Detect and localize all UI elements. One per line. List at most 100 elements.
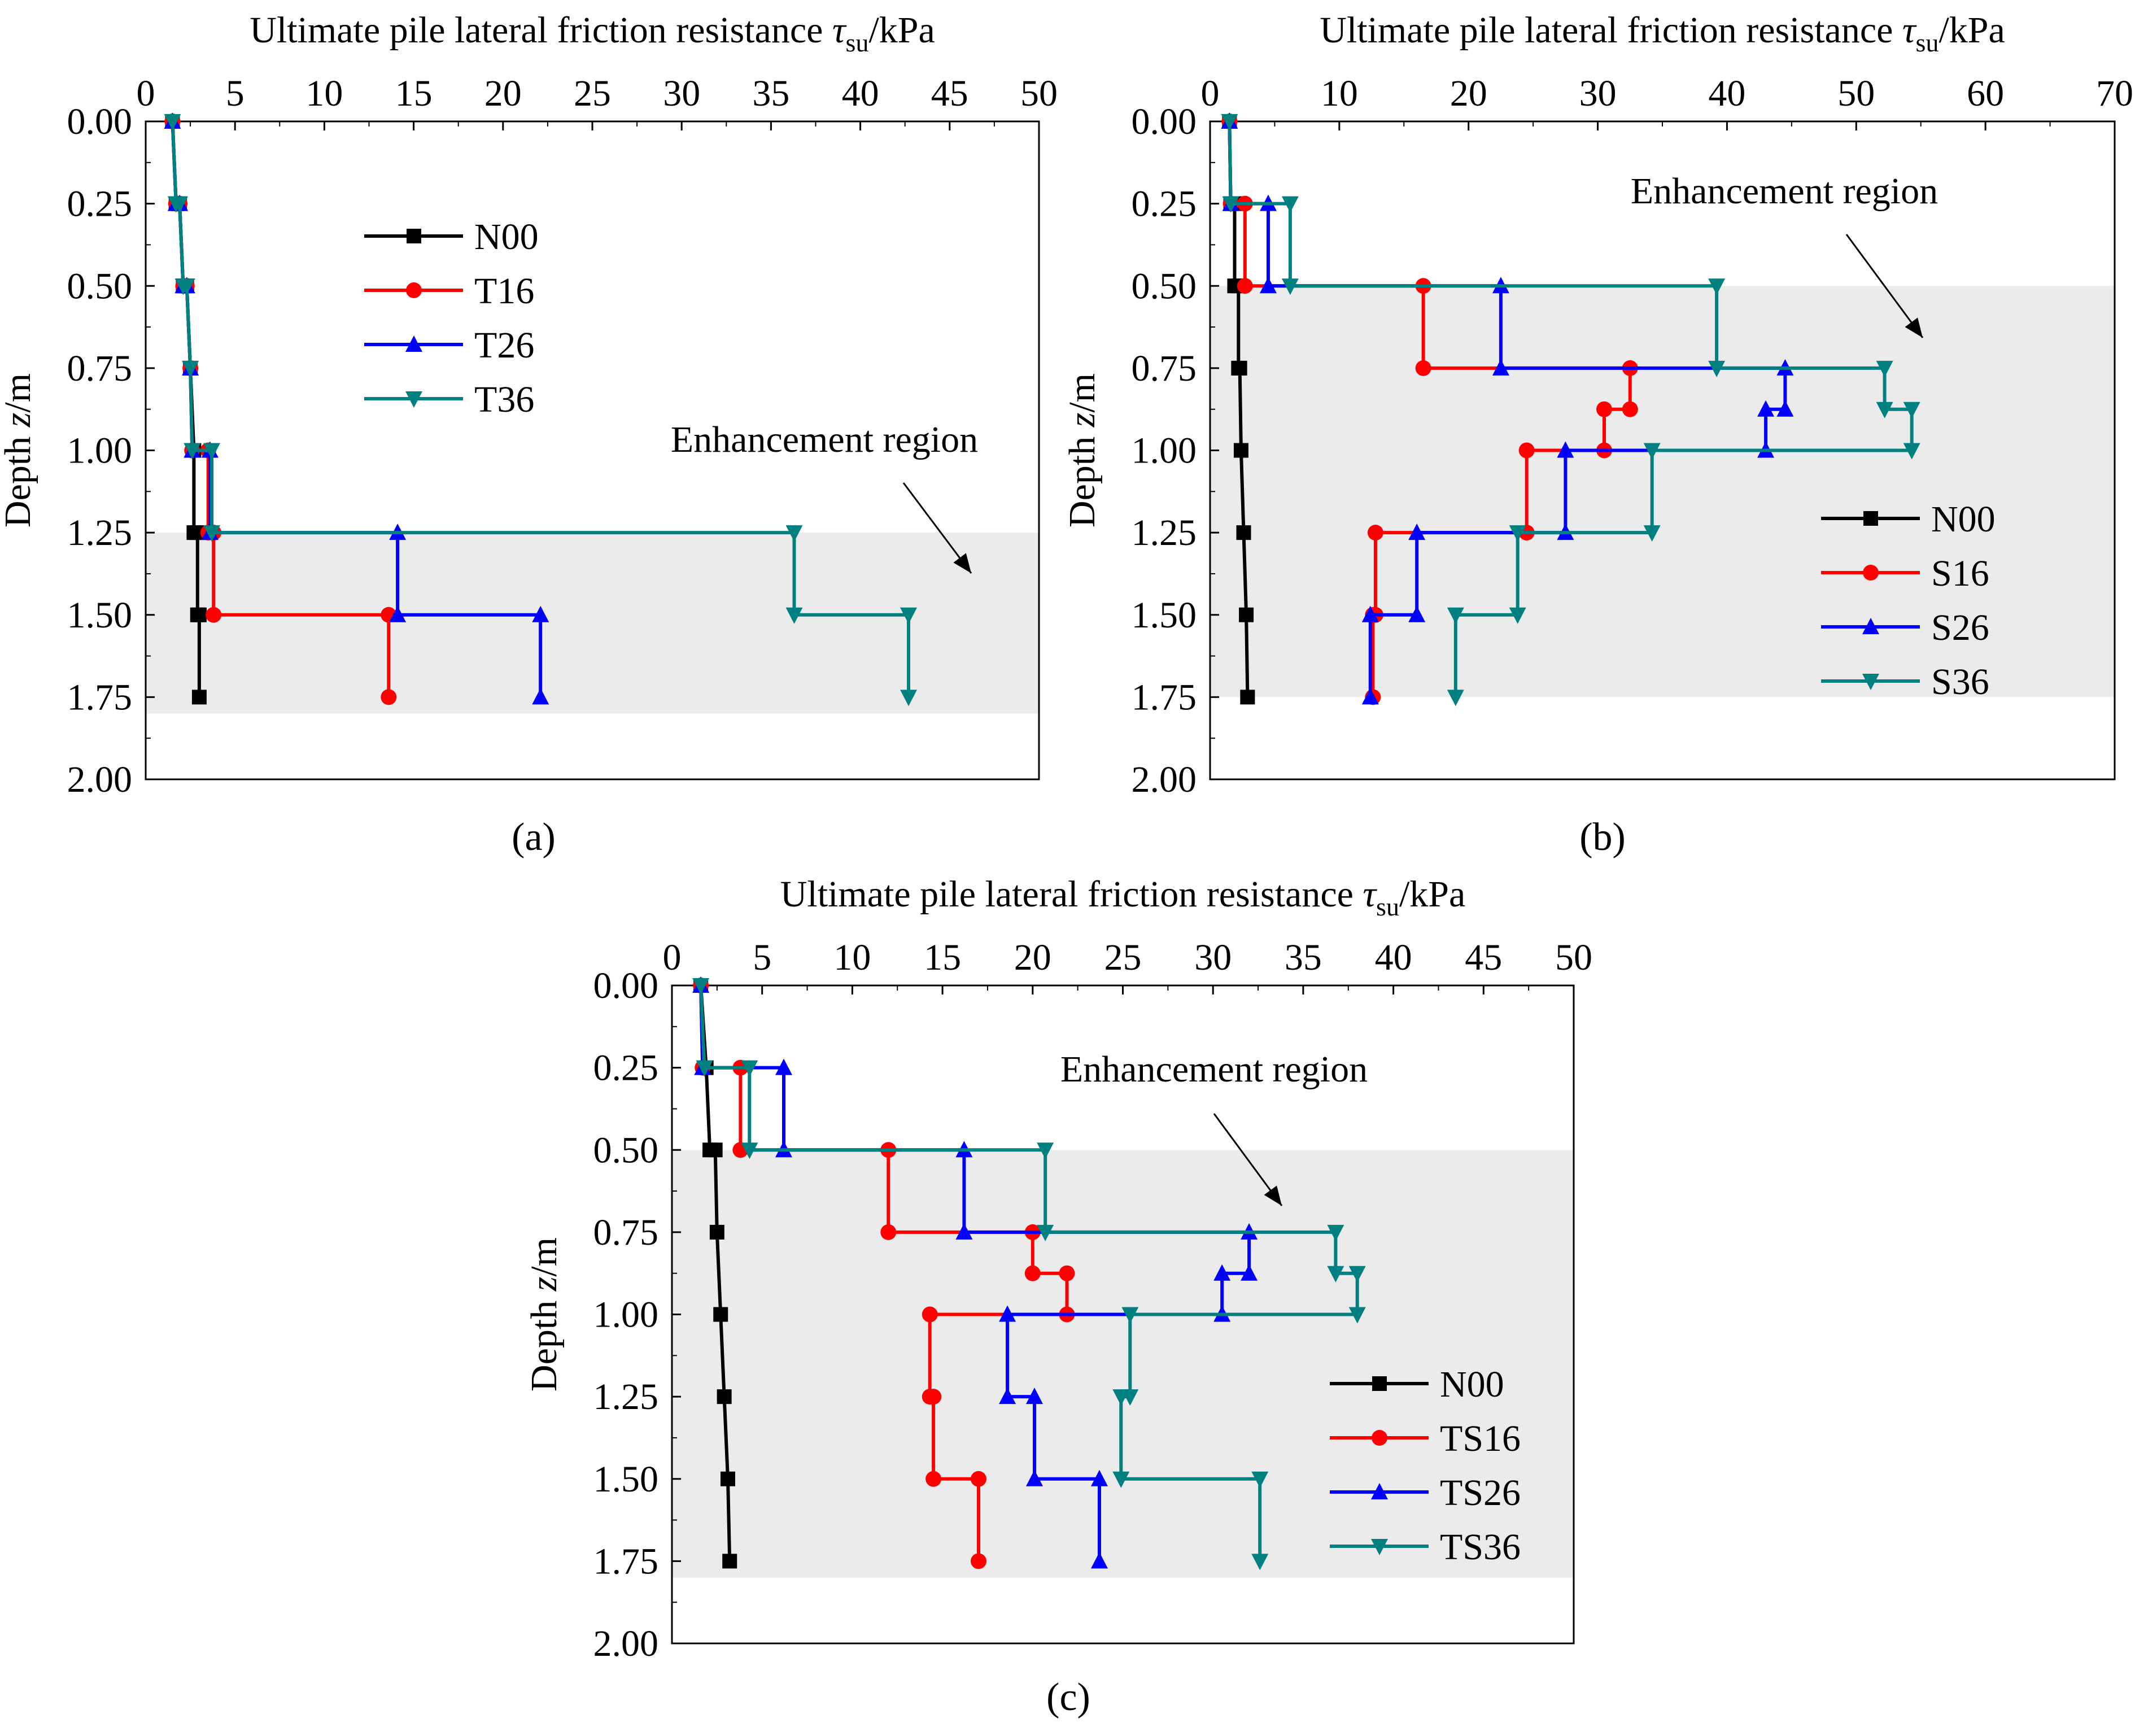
y-axis-title-unit: /m [0,373,38,413]
x-tick-label: 25 [574,73,611,114]
x-tick-label: 30 [1194,937,1232,978]
y-tick-label: 2.00 [67,759,133,800]
data-point-T36 [785,525,803,542]
y-tick-label: 1.00 [593,1294,659,1336]
enhancement-region-shading [672,1150,1574,1578]
enhancement-region-label: Enhancement region [1631,171,1938,212]
annotation-arrow-head [953,553,971,573]
data-point-S36 [1876,402,1893,418]
x-axis-title-symbol: τ [1363,874,1377,915]
annotation-arrow-head [1905,317,1923,338]
y-tick-label: 0.00 [1132,101,1197,142]
x-axis-title-subscript: su [1376,892,1399,921]
y-tick-label: 2.00 [1132,759,1197,800]
series-line-TS16 [699,985,1069,1561]
data-point-TS26 [1025,1469,1043,1486]
data-point-T26 [532,605,549,622]
legend-marker-S26 [1862,618,1879,634]
data-point-TS36 [1112,1389,1130,1406]
data-point-TS26 [1241,1264,1258,1281]
legend-marker-TS26 [1371,1483,1388,1499]
y-tick-label: 1.25 [593,1376,659,1417]
x-tick-label: 0 [137,73,155,114]
y-tick-label: 0.50 [1132,265,1197,307]
data-point-TS16 [922,1306,938,1323]
data-point-N00 [1236,525,1251,540]
data-point-S26 [1408,605,1426,622]
chart-panel-a: 0 5 10 15 20 25 30 35 40 45 50 0.00 0.25 0.50 0.75 1.00… [0,10,1058,859]
legend-marker-N00 [407,229,421,243]
legend-label-S36: S36 [1931,661,1989,703]
y-axis-title-symbol: z [523,1277,565,1292]
data-point-T36 [171,196,189,213]
y-axis-title-symbol: z [0,413,38,428]
series-TS36 [692,978,1366,1571]
data-point-T26 [532,688,549,705]
data-point-S36 [1447,690,1464,706]
y-tick-label: 0.00 [593,965,659,1006]
data-point-T36 [182,360,199,377]
data-point-TS16 [880,1224,897,1240]
data-point-T36 [164,114,181,130]
panel-label: (a) [512,815,556,859]
data-point-T36 [203,443,221,460]
data-point-TS16 [970,1553,986,1569]
data-point-TS26 [1090,1552,1108,1569]
legend-marker-N00 [1863,511,1878,526]
x-tick-label: 50 [1837,73,1875,114]
x-tick-label: 15 [924,937,961,978]
data-point-T36 [785,607,803,624]
y-tick-label: 1.25 [67,512,133,553]
enhancement-region-shading [1210,286,2115,697]
legend-label-T36: T36 [474,379,534,420]
x-tick-label: 40 [1375,937,1412,978]
legend: N00 T16 T26 T36 [364,216,539,420]
data-point-N00 [722,1554,737,1569]
x-tick-label: 35 [1285,937,1322,978]
data-point-S16 [1237,278,1253,294]
x-axis-title: Ultimate pile lateral friction resistanc… [250,10,935,57]
legend-label-T16: T16 [474,271,534,312]
legend: N00 S16 S26 S36 [1821,499,1996,703]
data-point-S36 [1221,114,1238,130]
data-point-TS36 [1327,1224,1344,1241]
y-axis-title-text: Depth [1062,427,1103,527]
data-point-S16 [1518,442,1535,459]
x-axis-title-unit: /kPa [1399,874,1465,915]
data-point-S16 [1415,360,1431,376]
series-line-TS26 [699,985,1251,1561]
data-point-S26 [1361,605,1379,622]
y-tick-label: 0.50 [67,265,133,307]
legend-marker-T16 [406,282,422,298]
y-tick-label: 0.75 [593,1212,659,1253]
x-tick-label: 20 [484,73,522,114]
x-axis-title-symbol: τ [832,10,847,51]
x-tick-label: 50 [1555,937,1592,978]
data-point-S36 [1222,196,1239,213]
data-point-N00 [709,1224,724,1240]
y-tick-label: 1.75 [1132,677,1197,718]
data-point-S26 [1492,359,1509,376]
data-point-T36 [203,525,221,542]
data-point-S26 [1757,400,1775,417]
legend-label-TS26: TS26 [1440,1472,1521,1513]
data-point-TS36 [1348,1307,1366,1324]
data-point-S16 [1367,525,1383,541]
data-point-TS26 [955,1223,973,1240]
data-point-S36 [1281,196,1299,213]
y-axis-title-symbol: z [1062,413,1103,428]
legend-label-T26: T26 [474,325,534,366]
data-point-S36 [1509,607,1526,624]
data-point-N00 [1240,690,1255,705]
y-tick-label: 1.75 [593,1541,659,1582]
data-point-TS36 [1348,1266,1366,1283]
y-axis-title: Depth z/m [1062,373,1103,527]
data-point-TS36 [1251,1471,1269,1488]
legend-label-TS16: TS16 [1440,1418,1521,1459]
y-tick-label: 0.25 [1132,184,1197,225]
y-axis-title-unit: /m [523,1237,565,1277]
x-tick-label: 0 [663,937,682,978]
x-axis-title-text: Ultimate pile lateral friction resistanc… [1320,10,1893,51]
legend-label-N00: N00 [474,216,539,258]
